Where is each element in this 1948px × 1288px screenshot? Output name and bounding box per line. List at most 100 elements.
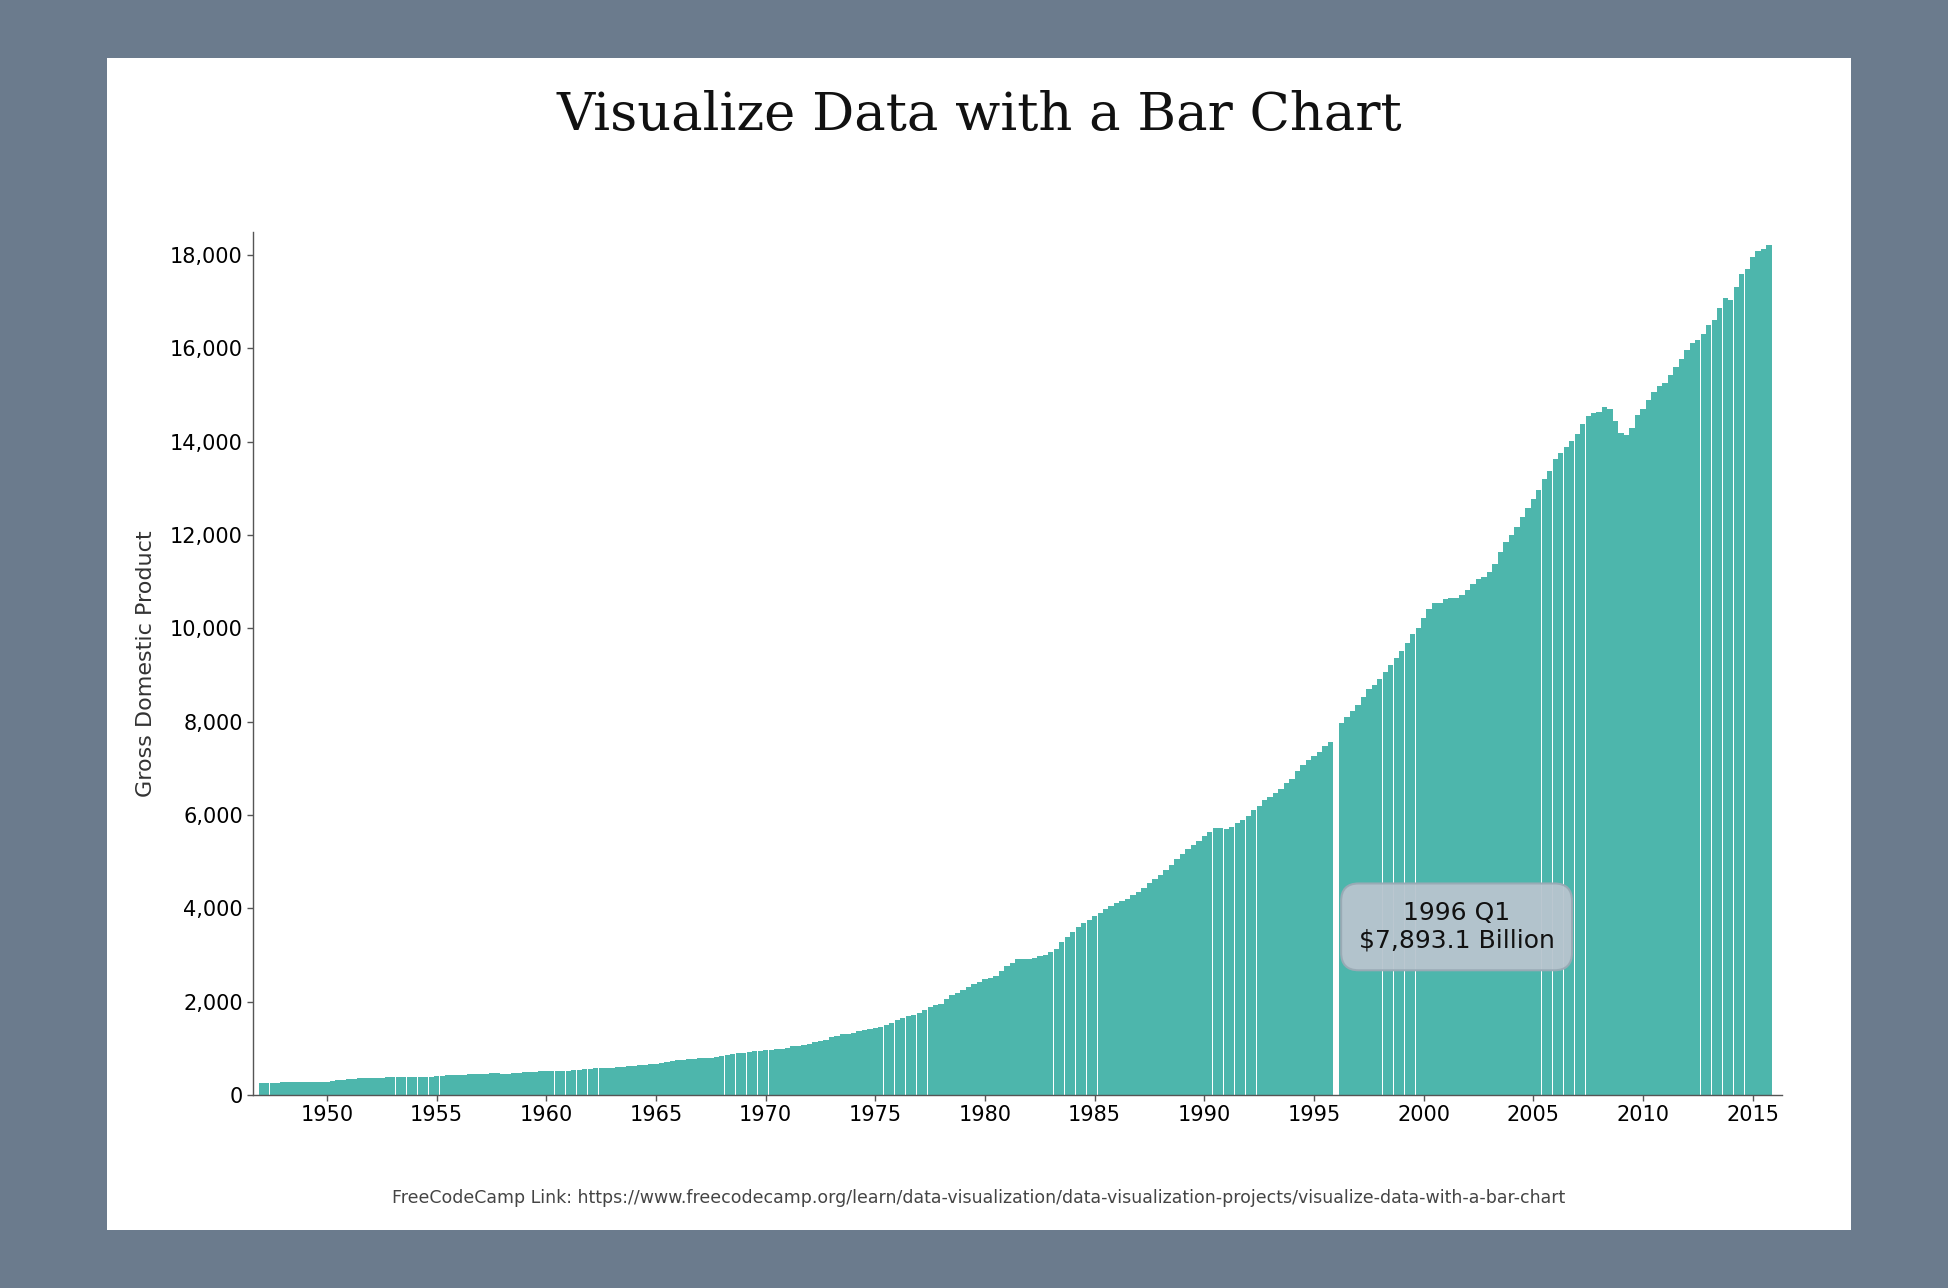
Bar: [1136, 891, 1142, 1095]
Bar: [945, 999, 949, 1095]
Bar: [1662, 383, 1667, 1095]
Bar: [592, 1069, 598, 1095]
Bar: [1564, 447, 1568, 1095]
Bar: [1405, 643, 1410, 1095]
Bar: [692, 1059, 697, 1095]
Bar: [1036, 956, 1042, 1095]
Bar: [1251, 810, 1256, 1095]
Bar: [549, 1070, 555, 1095]
Bar: [1658, 386, 1662, 1095]
Bar: [1389, 665, 1393, 1095]
Bar: [955, 993, 960, 1095]
Bar: [1432, 603, 1438, 1095]
Bar: [676, 1060, 680, 1095]
Bar: [939, 1003, 943, 1095]
Bar: [818, 1041, 824, 1095]
Bar: [440, 1075, 444, 1095]
Bar: [528, 1072, 532, 1095]
Bar: [812, 1042, 818, 1095]
Bar: [281, 1082, 286, 1095]
Bar: [1492, 564, 1498, 1095]
Bar: [653, 1064, 658, 1095]
Bar: [966, 987, 972, 1095]
Bar: [769, 1050, 773, 1095]
Bar: [857, 1032, 861, 1095]
Bar: [473, 1074, 477, 1095]
Bar: [1625, 434, 1629, 1095]
Bar: [972, 984, 976, 1095]
Bar: [269, 1083, 275, 1095]
Bar: [1531, 500, 1537, 1095]
Bar: [697, 1059, 703, 1095]
Bar: [1761, 249, 1767, 1095]
Bar: [988, 978, 993, 1095]
Bar: [1568, 440, 1574, 1095]
Bar: [1580, 424, 1586, 1095]
Bar: [1597, 412, 1601, 1095]
Bar: [1108, 905, 1114, 1095]
Bar: [468, 1074, 471, 1095]
Bar: [1147, 884, 1151, 1095]
Bar: [1142, 887, 1147, 1095]
Bar: [1449, 599, 1453, 1095]
Bar: [413, 1077, 417, 1095]
Bar: [1547, 470, 1553, 1095]
Bar: [571, 1070, 577, 1095]
Bar: [1301, 765, 1305, 1095]
Bar: [1009, 963, 1015, 1095]
Bar: [429, 1077, 434, 1095]
Bar: [1093, 916, 1097, 1095]
Bar: [401, 1077, 407, 1095]
Bar: [1223, 828, 1229, 1095]
Bar: [649, 1064, 653, 1095]
Bar: [561, 1070, 565, 1095]
Bar: [1124, 899, 1130, 1095]
Bar: [495, 1073, 499, 1095]
Bar: [1311, 756, 1317, 1095]
Bar: [900, 1018, 906, 1095]
Bar: [1169, 864, 1175, 1095]
Bar: [259, 1083, 263, 1095]
Bar: [1498, 553, 1504, 1095]
Bar: [1163, 869, 1169, 1095]
Bar: [1362, 697, 1366, 1095]
Bar: [873, 1028, 879, 1095]
Bar: [1471, 583, 1477, 1095]
Bar: [658, 1063, 664, 1095]
Bar: [1510, 535, 1514, 1095]
Bar: [643, 1065, 647, 1095]
Bar: [1652, 392, 1656, 1095]
Bar: [1443, 599, 1447, 1095]
Bar: [1344, 716, 1350, 1095]
Bar: [1695, 340, 1701, 1095]
Bar: [680, 1060, 686, 1095]
Bar: [631, 1065, 637, 1095]
Bar: [380, 1078, 384, 1095]
Bar: [1465, 590, 1471, 1095]
Bar: [1749, 256, 1755, 1095]
Bar: [1586, 416, 1592, 1095]
Bar: [1097, 913, 1103, 1095]
Bar: [1716, 308, 1722, 1095]
Bar: [1245, 817, 1251, 1095]
Bar: [879, 1027, 884, 1095]
Bar: [356, 1078, 362, 1095]
Bar: [1553, 460, 1558, 1095]
Bar: [670, 1061, 676, 1095]
Bar: [1722, 298, 1728, 1095]
Bar: [1214, 828, 1218, 1095]
Bar: [1272, 793, 1278, 1095]
Bar: [1218, 827, 1223, 1095]
Bar: [1329, 742, 1332, 1095]
Bar: [884, 1024, 888, 1095]
Bar: [319, 1082, 323, 1095]
Bar: [1208, 832, 1212, 1095]
Bar: [292, 1082, 296, 1095]
Bar: [801, 1045, 806, 1095]
Bar: [1629, 428, 1634, 1095]
Bar: [588, 1069, 592, 1095]
Bar: [1755, 251, 1761, 1095]
Bar: [325, 1082, 329, 1095]
Bar: [621, 1066, 625, 1095]
Bar: [993, 975, 999, 1095]
